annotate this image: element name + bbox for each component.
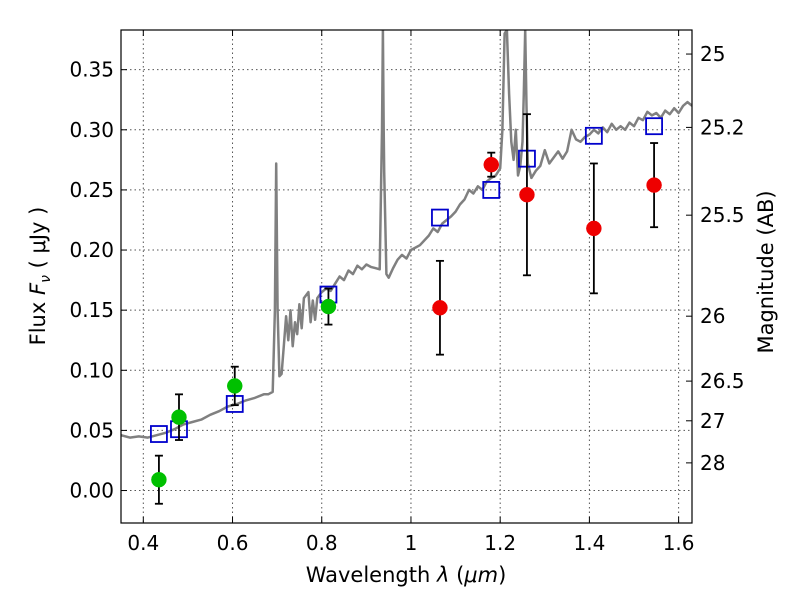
y2-axis-label: Magnitude (AB)	[754, 190, 778, 353]
x-tick-label: 1.4	[573, 531, 605, 555]
x-tick-label: 0.6	[217, 531, 249, 555]
data-point	[151, 471, 167, 488]
y2-tick-label: 26.5	[700, 369, 745, 393]
y-tick-label: 0.25	[69, 178, 114, 202]
y2-tick-label: 27	[700, 409, 725, 433]
y-tick-label: 0.10	[69, 358, 114, 382]
data-point	[227, 378, 243, 394]
x-axis-label: Wavelength λ (μm)	[306, 563, 507, 587]
x-tick-label: 1.6	[663, 531, 695, 555]
model-square-marker	[645, 117, 663, 136]
y-tick-label: 0.00	[69, 479, 114, 503]
model-square-marker	[431, 208, 449, 227]
data-point	[432, 300, 448, 316]
data-point	[646, 177, 662, 193]
data-point	[519, 186, 535, 203]
y2-tick-label: 28	[700, 451, 725, 475]
y-tick-label: 0.15	[69, 298, 114, 322]
data-point	[586, 220, 602, 237]
x-tick-label: 1.2	[484, 531, 516, 555]
model-square-marker	[150, 425, 168, 443]
y-tick-label: 0.30	[69, 118, 114, 142]
plot-frame	[120, 29, 693, 524]
y-tick-label: 0.20	[69, 238, 114, 262]
y-tick-label: 0.35	[69, 58, 114, 82]
y2-tick-label: 26	[700, 304, 725, 328]
y2-tick-label: 25.5	[700, 203, 745, 227]
spectrum-layer	[121, 30, 692, 439]
y-tick-label: 0.05	[69, 418, 114, 442]
y2-tick-label: 25	[700, 42, 725, 66]
grid-layer	[121, 30, 692, 523]
data-point	[171, 409, 187, 425]
y2-tick-label: 25.2	[700, 115, 745, 139]
model-square-marker	[584, 126, 603, 145]
observed-photometry-markers	[151, 113, 662, 505]
tick-labels: 0.4 0.6 0.8 1 1.2 1.4 1.6 0.00 0.05 0.10 0.15 0.20 0…	[69, 42, 744, 555]
y-axis-label: Flux Fν ( μJy )	[26, 207, 54, 346]
x-tick-label: 1	[405, 531, 418, 555]
spectrum-line	[121, 30, 692, 439]
x-tick-label: 0.4	[127, 531, 159, 555]
tick-layer	[121, 30, 692, 523]
data-point	[320, 298, 337, 315]
data-point	[483, 156, 500, 173]
model-square-marker	[482, 181, 501, 199]
x-tick-label: 0.8	[306, 531, 338, 555]
